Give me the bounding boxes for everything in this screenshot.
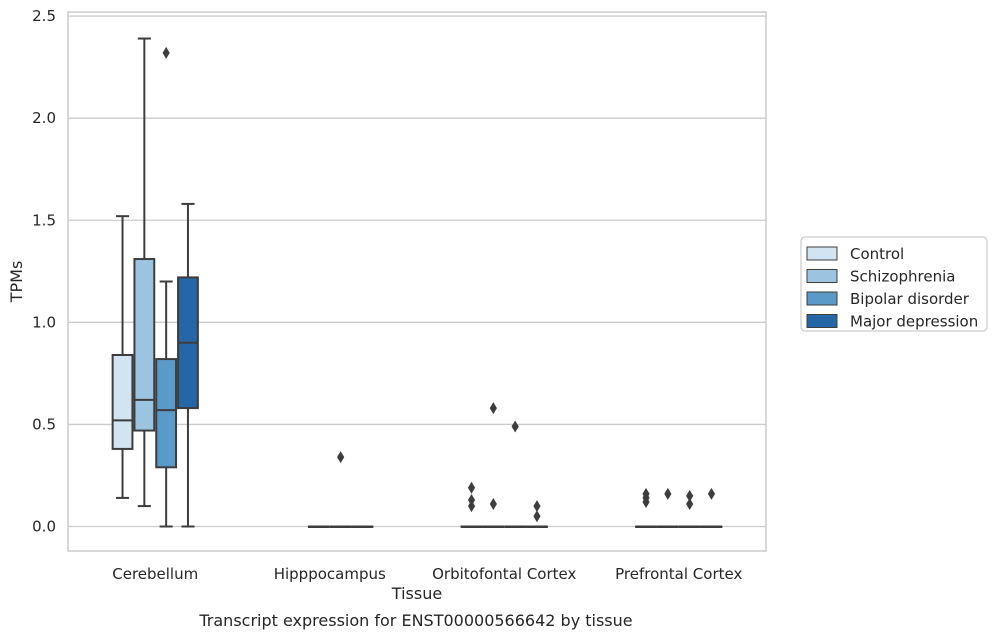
box-body (111, 354, 134, 450)
plot-area-frame (67, 11, 767, 552)
legend-swatch (806, 291, 838, 306)
outlier-point (533, 500, 541, 513)
box-schizophrenia (482, 402, 505, 528)
outlier-point (467, 500, 476, 513)
box-control (635, 487, 657, 528)
y-tick-label: 2.0 (32, 109, 56, 127)
chart-caption: Transcript expression for ENST0000056664… (198, 611, 632, 630)
outlier-point (664, 487, 672, 500)
box-schizophrenia (133, 37, 156, 508)
legend-label: Bipolar disorder (850, 290, 970, 308)
y-axis-label: TPMs (7, 261, 26, 304)
y-tick-label: 1.0 (32, 313, 56, 331)
outlier-point (489, 402, 497, 415)
x-tick-label: Cerebellum (112, 565, 198, 583)
box-major-depression (351, 525, 374, 528)
legend-swatch (806, 269, 838, 283)
outlier-point (467, 481, 476, 494)
outlier-point (686, 498, 694, 511)
outlier-point (489, 498, 497, 511)
box-control (111, 215, 134, 499)
legend-swatch (806, 314, 838, 328)
box-bipolar-disorder (155, 46, 178, 528)
outlier-point (533, 510, 541, 523)
box-series (111, 37, 723, 528)
legend-item: Schizophrenia (806, 268, 955, 286)
outlier-point (707, 487, 716, 500)
box-body (133, 258, 156, 432)
legend-frame (800, 236, 988, 332)
x-axis-ticks: Cerebellum Hipppocampus Orbitofontal Corte… (112, 565, 742, 583)
legend-label: Schizophrenia (850, 268, 955, 286)
legend-label: Major depression (850, 313, 978, 331)
y-axis-ticks: 0.0 0.5 1.0 1.5 2.0 2.5 (32, 7, 56, 535)
box-major-depression (177, 202, 199, 528)
legend-item: Major depression (806, 313, 978, 331)
box-control (460, 481, 483, 528)
legend: Control Schizophrenia Bipolar disorder Majo… (800, 236, 988, 332)
legend-label: Control (850, 245, 904, 263)
box-schizophrenia (307, 525, 330, 528)
y-tick-label: 1.5 (32, 211, 56, 229)
outlier-point (467, 493, 476, 506)
legend-item: Control (806, 245, 904, 263)
box-major-depression (700, 487, 723, 528)
x-tick-label: Hipppocampus (274, 565, 386, 583)
x-tick-label: Orbitofontal Cortex (432, 565, 576, 583)
outlier-point (162, 46, 170, 59)
outlier-point (511, 420, 519, 433)
outlier-point (686, 489, 694, 502)
outlier-point (642, 487, 650, 500)
box-bipolar-disorder (329, 451, 352, 528)
y-tick-label: 0.5 (32, 415, 56, 433)
box-schizophrenia (656, 487, 679, 528)
y-tick-label: 0.0 (32, 518, 56, 536)
box-bipolar-disorder (678, 489, 701, 528)
legend-item: Bipolar disorder (806, 290, 970, 308)
legend-swatch (806, 246, 838, 261)
outlier-point (337, 451, 345, 464)
box-bipolar-disorder (504, 420, 527, 528)
x-axis-label: Tissue (391, 584, 442, 603)
box-major-depression (526, 500, 548, 528)
x-tick-label: Prefrontal Cortex (615, 565, 742, 583)
box-body (155, 358, 178, 469)
y-tick-label: 2.5 (32, 7, 56, 25)
